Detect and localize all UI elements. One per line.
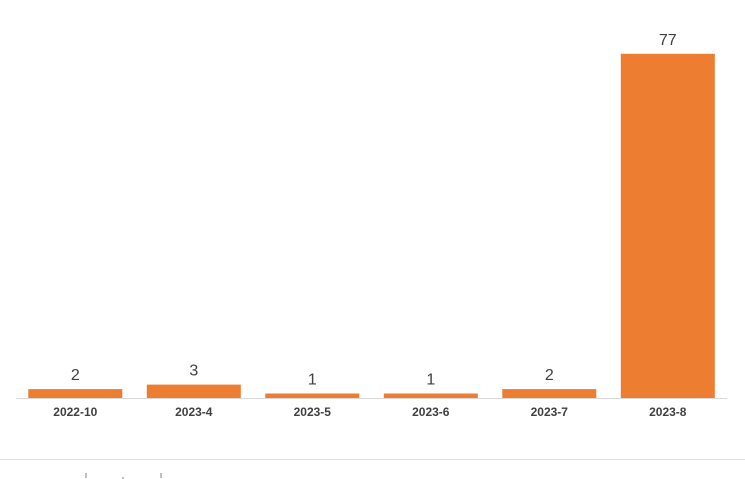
data-labels-group: 2 3 1 1 2 77 [71, 32, 677, 389]
bars-group [28, 53, 715, 399]
data-label-2022-10: 2 [71, 367, 80, 384]
x-tick-label-2023-6: 2023-6 [412, 405, 450, 419]
data-label-2023-7: 2 [545, 367, 554, 384]
data-label-2023-6: 1 [426, 372, 435, 389]
bar-2023-5 [265, 393, 360, 398]
bar-2023-8 [620, 53, 715, 399]
data-label-2023-4: 3 [189, 363, 198, 380]
data-label-2023-5: 1 [308, 372, 317, 389]
bar-2023-4 [146, 384, 241, 398]
x-tick-label-2023-7: 2023-7 [531, 405, 569, 419]
data-label-2023-8: 77 [659, 32, 677, 49]
x-tick-label-2023-4: 2023-4 [175, 405, 213, 419]
bar-2023-6 [383, 393, 478, 398]
bar-2022-10 [28, 389, 123, 398]
x-tick-label-2023-5: 2023-5 [294, 405, 332, 419]
bottom-scroll-marks [85, 473, 162, 479]
bar-2023-7 [502, 389, 597, 398]
x-tick-label-2022-10: 2022-10 [53, 405, 97, 419]
x-tick-label-2023-8: 2023-8 [649, 405, 687, 419]
x-tick-labels-group: 2022-10 2023-4 2023-5 2023-6 2023-7 2023-8 [53, 405, 687, 419]
